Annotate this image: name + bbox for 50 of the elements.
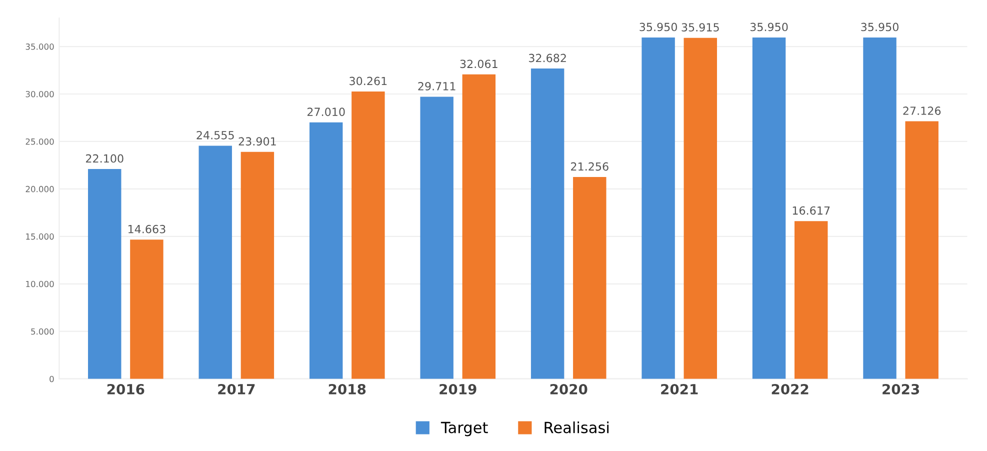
bar: [642, 38, 675, 379]
data-label: 32.061: [460, 60, 498, 68]
bar: [573, 177, 606, 379]
x-tick-label: 2016: [107, 384, 144, 394]
x-tick-label: 2017: [218, 384, 255, 394]
x-tick-label: 2021: [661, 384, 698, 394]
y-tick-label: 0: [50, 376, 54, 382]
y-tick-label: 10.000: [26, 280, 54, 288]
x-tick-label: 2020: [550, 384, 588, 394]
data-label: 32.682: [528, 54, 566, 62]
data-label: 35.950: [750, 22, 788, 32]
y-tick-label: 35.000: [26, 44, 54, 50]
bar: [240, 152, 274, 379]
bar: [863, 38, 896, 379]
bar: [130, 240, 164, 379]
data-label: 35.950: [640, 22, 678, 32]
bar: [530, 68, 564, 379]
bar: [88, 169, 122, 379]
data-label: 35.950: [861, 22, 898, 32]
bar: [905, 121, 938, 379]
x-tick-label: 2022: [772, 384, 808, 394]
y-tick-label: 25.000: [26, 138, 54, 145]
bar: [198, 146, 232, 379]
legend-label: Target: [440, 422, 488, 436]
x-tick-label: 2023: [882, 384, 920, 394]
data-label: 24.555: [196, 130, 234, 140]
data-label: 27.010: [307, 108, 345, 116]
data-label: 16.617: [792, 206, 830, 215]
bar: [352, 92, 385, 379]
bar: [752, 38, 786, 379]
y-tick-label: 15.000: [26, 233, 54, 240]
y-tick-label: 20.000: [26, 186, 54, 192]
data-label: 23.901: [238, 137, 276, 146]
bar: [420, 96, 454, 379]
bar: [462, 74, 496, 379]
bar: [684, 38, 717, 379]
x-tick-label: 2019: [440, 384, 476, 394]
data-label: 14.663: [128, 224, 166, 234]
y-tick-label: 5.000: [31, 328, 54, 335]
x-tick-label: 2018: [328, 384, 366, 394]
bar: [309, 122, 343, 379]
data-label: 35.915: [682, 23, 719, 32]
bar: [794, 221, 828, 379]
data-label: 27.126: [903, 106, 941, 115]
data-label: 30.261: [350, 76, 387, 86]
data-label: 29.711: [418, 82, 456, 90]
y-tick-label: 30.000: [26, 90, 54, 98]
legend-label: Realisasi: [544, 421, 609, 434]
data-label: 21.256: [571, 162, 608, 171]
data-label: 22.100: [86, 154, 124, 163]
